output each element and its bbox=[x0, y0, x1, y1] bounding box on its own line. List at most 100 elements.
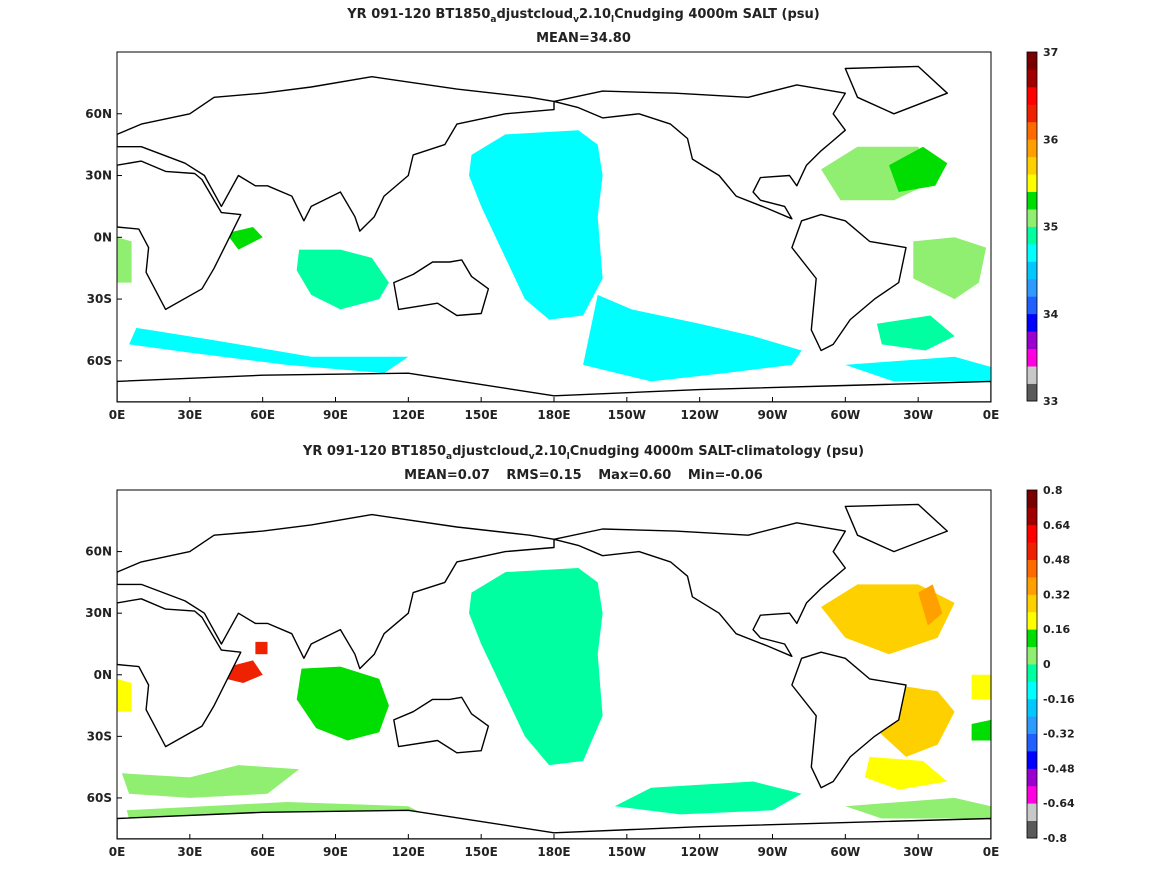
colorbar-swatch bbox=[1027, 191, 1037, 210]
colorbar-tick-label: 35 bbox=[1043, 221, 1058, 234]
coastline bbox=[393, 259, 490, 317]
colorbar-swatch bbox=[1027, 559, 1037, 578]
chart1-title: YR 091-120 BT1850adjustcloudv2.10lCnudgi… bbox=[347, 7, 820, 25]
colorbar-swatch bbox=[1027, 507, 1037, 526]
coastline bbox=[117, 160, 242, 311]
field-patch bbox=[255, 641, 268, 655]
field-patch bbox=[296, 666, 389, 741]
colorbar-swatch bbox=[1027, 542, 1037, 560]
colorbar-swatch bbox=[1027, 174, 1037, 192]
field-patch bbox=[226, 227, 263, 250]
colorbar-swatch bbox=[1027, 69, 1037, 88]
colorbar-tick-label: -0.32 bbox=[1043, 728, 1075, 741]
colorbar-swatch bbox=[1027, 86, 1037, 105]
colorbar-swatch bbox=[1027, 803, 1037, 821]
coastline bbox=[117, 513, 555, 670]
colorbar-tick-label: -0.16 bbox=[1043, 693, 1075, 706]
colorbar-frame bbox=[1026, 489, 1038, 839]
chart2-fields bbox=[117, 503, 991, 839]
colorbar-tick-label: 34 bbox=[1043, 308, 1059, 321]
colorbar-swatch bbox=[1027, 629, 1037, 647]
chart2-stats: MEAN=0.07 RMS=0.15 Max=0.60 Min=-0.06 bbox=[0, 468, 1167, 484]
coastline bbox=[553, 522, 846, 658]
colorbar-swatch bbox=[1027, 156, 1037, 175]
x-tick-label: 90E bbox=[323, 845, 348, 859]
colorbar-swatch bbox=[1027, 209, 1037, 227]
x-tick-label: 60W bbox=[830, 408, 860, 422]
x-tick-label: 60E bbox=[250, 408, 275, 422]
chart2-map: 0E 30E 60E 90E 120E 150E 180E 150W 120W 90W 60W 30W… bbox=[85, 484, 1075, 859]
y-tick-label: 30N bbox=[85, 169, 112, 183]
colorbar-swatch bbox=[1027, 278, 1037, 297]
y-tick-label: 0N bbox=[94, 668, 112, 682]
field-patch bbox=[864, 756, 948, 790]
x-tick-label: 120E bbox=[392, 408, 425, 422]
colorbar-tick-label: -0.48 bbox=[1043, 762, 1075, 775]
colorbar-tick-label: 0.32 bbox=[1043, 588, 1070, 601]
colorbar-swatch bbox=[1027, 383, 1037, 402]
colorbar-tick-label: 0.48 bbox=[1043, 554, 1070, 567]
colorbar-swatch bbox=[1027, 768, 1037, 787]
colorbar-swatch bbox=[1027, 698, 1037, 717]
coastline bbox=[791, 651, 907, 789]
colorbar-swatch bbox=[1027, 104, 1037, 123]
field-patch bbox=[117, 678, 132, 712]
x-tick-label: 120W bbox=[681, 845, 719, 859]
x-tick-label: 30W bbox=[903, 408, 933, 422]
colorbar-swatch bbox=[1027, 681, 1037, 700]
x-tick-label: 0E bbox=[983, 408, 1000, 422]
coastline bbox=[791, 213, 907, 352]
y-tick-label: 30S bbox=[87, 292, 112, 306]
coastline bbox=[117, 598, 242, 748]
colorbar-swatch bbox=[1027, 296, 1037, 315]
chart1-stats: MEAN=34.80 bbox=[0, 31, 1167, 47]
x-tick-label: 180E bbox=[537, 845, 570, 859]
colorbar-swatch bbox=[1027, 524, 1037, 543]
field-patch bbox=[845, 797, 991, 819]
field-patch bbox=[296, 249, 389, 310]
colorbar-swatch bbox=[1027, 611, 1037, 630]
field-patch bbox=[583, 294, 802, 382]
colorbar-tick-label: -0.8 bbox=[1043, 832, 1067, 845]
x-tick-label: 60E bbox=[250, 845, 275, 859]
x-tick-label: 30W bbox=[903, 845, 933, 859]
colorbar-swatch bbox=[1027, 366, 1037, 384]
colorbar-swatch bbox=[1027, 52, 1037, 70]
coastline bbox=[553, 84, 846, 220]
x-tick-label: 120E bbox=[392, 845, 425, 859]
colorbar-swatch bbox=[1027, 139, 1037, 158]
x-tick-label: 150E bbox=[465, 845, 498, 859]
colorbar-swatch bbox=[1027, 261, 1037, 280]
colorbar-swatch bbox=[1027, 226, 1037, 245]
x-tick-label: 150W bbox=[608, 408, 646, 422]
colorbar-tick-label: 37 bbox=[1043, 46, 1058, 59]
colorbar-tick-label: 33 bbox=[1043, 395, 1058, 408]
colorbar-tick-label: 0.16 bbox=[1043, 623, 1070, 636]
field-patch bbox=[971, 674, 991, 700]
colorbar-swatch bbox=[1027, 785, 1037, 804]
x-tick-label: 60W bbox=[830, 845, 860, 859]
x-tick-label: 90W bbox=[758, 408, 788, 422]
chart2-stat-mean: MEAN=0.07 bbox=[404, 468, 490, 483]
coastline bbox=[844, 65, 948, 115]
field-patch bbox=[121, 765, 300, 798]
colorbar-swatch bbox=[1027, 594, 1037, 613]
x-tick-label: 180E bbox=[537, 408, 570, 422]
y-tick-label: 60N bbox=[85, 545, 112, 559]
x-tick-label: 30E bbox=[177, 408, 202, 422]
chart2-stat-max: Max=0.60 bbox=[598, 468, 672, 483]
y-tick-label: 30N bbox=[85, 606, 112, 620]
colorbar-tick-label: 0.8 bbox=[1043, 484, 1063, 497]
colorbar-tick-label: 36 bbox=[1043, 133, 1059, 146]
colorbar-swatch bbox=[1027, 646, 1037, 665]
y-tick-label: 60S bbox=[87, 791, 112, 805]
x-tick-label: 0E bbox=[983, 845, 1000, 859]
chart2-title: YR 091-120 BT1850adjustcloudv2.10lCnudgi… bbox=[302, 444, 865, 462]
chart1-stat: MEAN=34.80 bbox=[536, 31, 631, 46]
coastline bbox=[117, 372, 991, 402]
colorbar-frame bbox=[1026, 51, 1038, 402]
field-patch bbox=[117, 237, 132, 283]
colorbar-tick-label: -0.64 bbox=[1043, 797, 1075, 810]
colorbar-tick-label: 0.64 bbox=[1043, 519, 1070, 532]
colorbar-swatch bbox=[1027, 121, 1037, 140]
